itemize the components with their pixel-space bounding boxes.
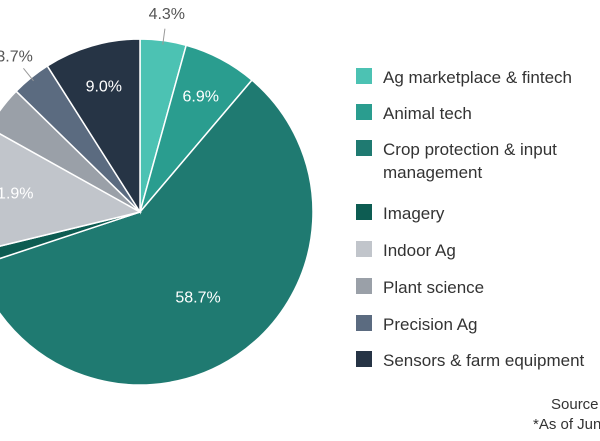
legend-label: Ag marketplace & fintech [383,68,572,87]
legend-label: Plant science [383,278,485,297]
pie-slice [0,79,314,386]
pie-slice [0,133,143,247]
legend-item: Precision Ag [356,313,600,336]
pie-slice [46,38,141,215]
data-label: 3.7% [0,49,33,66]
data-label: 6.9% [182,89,218,106]
data-label: 58.7% [175,289,220,306]
legend-swatch [356,278,372,294]
legend-label: Animal tech [383,104,472,123]
date-note: *As of Jun [533,416,600,433]
legend-label: Imagery [383,204,445,223]
data-label: 9.0% [86,79,122,96]
legend-item: Imagery [356,202,600,225]
legend-swatch [356,140,372,156]
leader-line [162,28,166,45]
legend-swatch [356,241,372,257]
data-label: 4.3% [149,6,185,23]
legend-swatch [356,351,372,367]
legend-label: Crop protection & input management [383,140,557,182]
legend-swatch [356,104,372,120]
source-note: Source [551,396,599,413]
legend-item: Animal tech [356,102,600,125]
legend-label: Indoor Ag [383,241,456,260]
legend-label: Sensors & farm equipment [383,351,585,370]
legend-item: Indoor Ag [356,239,600,262]
leader-line [23,68,34,82]
data-label: 11.9% [0,186,34,203]
legend-item: Plant science [356,276,600,299]
legend-item: Crop protection & input management [356,138,600,184]
legend-swatch [356,315,372,331]
legend-label: Precision Ag [383,315,478,334]
legend-item: Ag marketplace & fintech [356,66,600,89]
legend-swatch [356,68,372,84]
legend-swatch [356,204,372,220]
legend-item: Sensors & farm equipment [356,349,600,372]
